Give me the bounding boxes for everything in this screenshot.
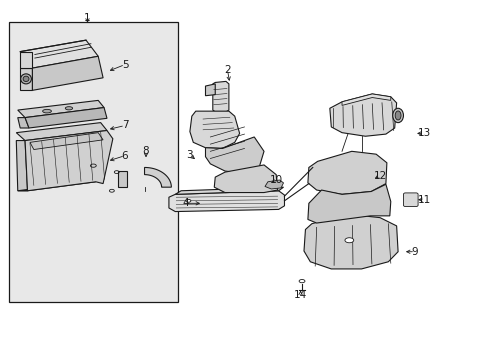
- Polygon shape: [214, 165, 277, 193]
- Ellipse shape: [20, 74, 31, 84]
- Text: 4: 4: [183, 198, 189, 208]
- Ellipse shape: [185, 199, 190, 202]
- Text: 9: 9: [411, 247, 418, 257]
- Polygon shape: [16, 123, 107, 140]
- Polygon shape: [304, 214, 397, 269]
- Ellipse shape: [23, 76, 29, 82]
- Text: 8: 8: [142, 146, 149, 156]
- Polygon shape: [168, 191, 284, 212]
- Polygon shape: [32, 56, 103, 90]
- Ellipse shape: [42, 109, 51, 113]
- FancyBboxPatch shape: [403, 193, 417, 207]
- Ellipse shape: [392, 108, 403, 123]
- Ellipse shape: [65, 107, 73, 110]
- Polygon shape: [18, 100, 104, 118]
- Polygon shape: [118, 171, 127, 187]
- Polygon shape: [341, 94, 390, 105]
- Ellipse shape: [394, 111, 400, 120]
- Polygon shape: [205, 84, 215, 96]
- Polygon shape: [212, 81, 228, 112]
- Polygon shape: [144, 167, 171, 187]
- Text: 6: 6: [122, 150, 128, 161]
- Ellipse shape: [344, 238, 353, 243]
- Polygon shape: [329, 94, 396, 136]
- Polygon shape: [175, 187, 283, 194]
- Text: 1: 1: [84, 13, 91, 23]
- Polygon shape: [16, 140, 27, 191]
- Polygon shape: [25, 108, 107, 128]
- Polygon shape: [189, 111, 239, 148]
- Text: 2: 2: [224, 64, 230, 75]
- Text: 7: 7: [122, 121, 128, 130]
- Text: 11: 11: [417, 195, 430, 205]
- Text: 3: 3: [186, 150, 193, 160]
- Text: 10: 10: [269, 175, 282, 185]
- Bar: [9, 22, 177, 302]
- Polygon shape: [307, 151, 386, 194]
- Polygon shape: [307, 184, 390, 223]
- Text: 5: 5: [122, 59, 128, 69]
- Polygon shape: [25, 131, 113, 191]
- Text: 12: 12: [373, 171, 386, 181]
- Text: 13: 13: [416, 129, 430, 138]
- Text: 14: 14: [293, 290, 306, 300]
- Polygon shape: [18, 118, 29, 128]
- Polygon shape: [205, 137, 264, 174]
- Polygon shape: [18, 182, 96, 191]
- Polygon shape: [264, 180, 283, 189]
- Polygon shape: [20, 68, 32, 90]
- Polygon shape: [20, 40, 98, 68]
- Polygon shape: [30, 133, 103, 149]
- Polygon shape: [20, 51, 32, 68]
